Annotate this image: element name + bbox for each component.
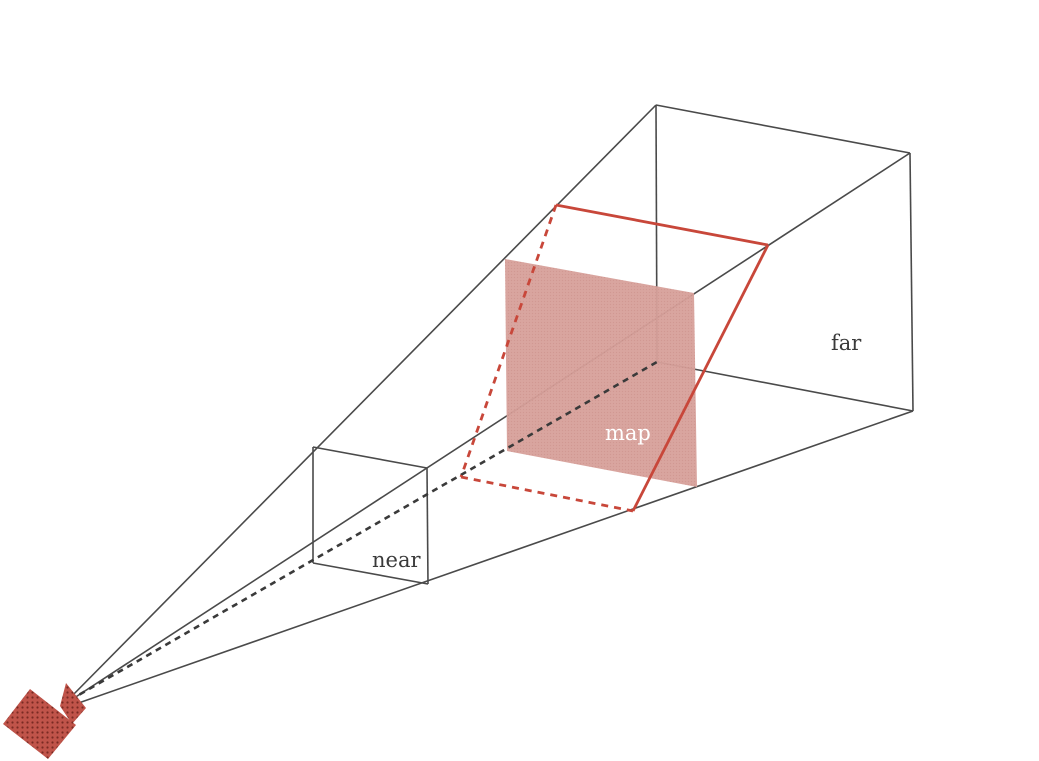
near-label: near xyxy=(372,548,421,572)
slice-plane-left-edge xyxy=(459,204,558,478)
camera-icon xyxy=(3,683,86,759)
map-plane xyxy=(505,259,697,487)
frustum xyxy=(67,104,914,707)
far-plane-hidden-bottom-edge xyxy=(656,361,914,412)
far-plane-right-edge xyxy=(909,152,914,412)
slice-plane-right-edge xyxy=(631,244,770,512)
far-plane-top-edge xyxy=(655,104,911,154)
slice-plane-bottom-edge xyxy=(460,475,634,513)
near-plane-right-edge xyxy=(426,467,429,585)
slice-plane xyxy=(459,203,770,513)
far-label: far xyxy=(831,331,862,355)
near-plane-top-edge xyxy=(312,446,428,469)
frustum-edge-top-right xyxy=(67,152,911,703)
map-label: map xyxy=(605,421,651,445)
frustum-hidden-edge-bottom-left xyxy=(69,360,658,702)
near-plane-bottom-edge xyxy=(312,562,429,585)
slice-plane-top-edge xyxy=(555,203,769,247)
frustum-edge-bottom-right xyxy=(69,410,914,707)
